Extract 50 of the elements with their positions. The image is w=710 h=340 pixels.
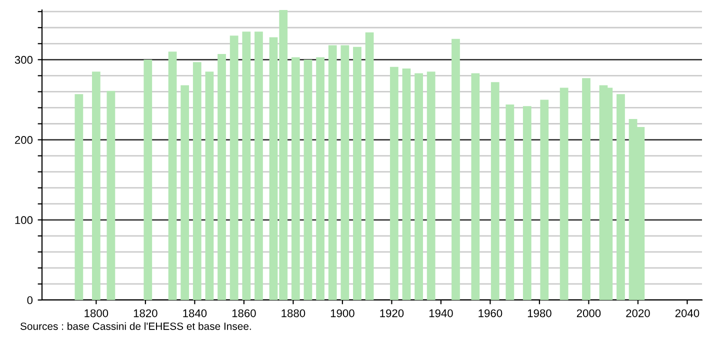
y-tick-label: 300	[14, 56, 33, 64]
x-tick-label: 1940	[429, 309, 453, 318]
x-tick-label: 2000	[576, 309, 601, 318]
bar	[452, 38, 460, 300]
bar	[291, 57, 300, 300]
x-tick-label: 1880	[282, 309, 306, 318]
x-tick-label: 1960	[478, 309, 502, 318]
bar	[471, 73, 480, 300]
bar	[340, 45, 350, 300]
bar	[144, 60, 152, 300]
bar	[390, 66, 398, 300]
bar	[560, 88, 568, 300]
bar	[402, 68, 411, 300]
bar	[92, 72, 100, 300]
y-tick-label: 200	[14, 136, 33, 144]
bar	[540, 100, 549, 300]
bar	[353, 46, 362, 300]
y-tick-label: 0	[27, 296, 33, 304]
bar	[192, 62, 202, 300]
bar	[180, 85, 190, 300]
bar	[218, 54, 226, 300]
bar	[74, 94, 84, 300]
x-tick-label: 1800	[84, 309, 108, 318]
x-tick-label: 1900	[330, 309, 354, 318]
bar	[106, 90, 116, 300]
x-tick-label: 1860	[232, 309, 256, 318]
source-note: Sources : base Cassini de l'EHESS et base Insee.	[20, 322, 251, 330]
bar	[414, 73, 423, 300]
x-tick-label: 1920	[380, 309, 404, 318]
bar	[365, 32, 374, 300]
bar	[242, 32, 251, 300]
x-tick-label: 2040	[675, 309, 700, 318]
x-tick-label: 1980	[528, 309, 552, 318]
bar	[426, 72, 436, 300]
bar	[490, 82, 500, 300]
bar	[522, 106, 532, 300]
bar	[616, 94, 625, 300]
bar	[328, 45, 337, 300]
bar	[168, 52, 177, 300]
x-tick-label: 1840	[183, 309, 207, 318]
bar	[205, 72, 214, 300]
bar	[582, 78, 590, 300]
x-tick-label: 2020	[626, 309, 650, 318]
x-tick-label: 1820	[134, 309, 158, 318]
bar	[316, 57, 324, 300]
bar	[254, 32, 263, 300]
bar	[506, 104, 514, 300]
bar	[304, 60, 312, 300]
y-tick-label: 100	[15, 216, 33, 224]
bar	[230, 36, 238, 300]
